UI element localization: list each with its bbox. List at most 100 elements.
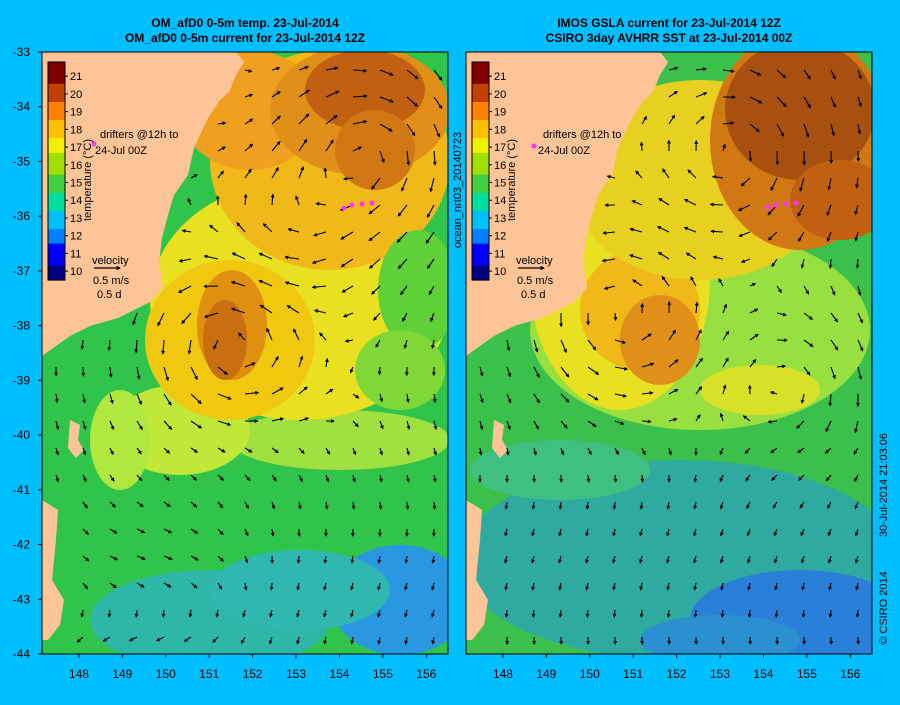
lat-tick-label: -40 xyxy=(13,428,31,442)
current-arrow xyxy=(136,610,137,617)
colorbar-swatch xyxy=(472,66,489,70)
left-drifter-legend-line-1: drifters @12h to xyxy=(100,129,178,141)
colorbar-swatch xyxy=(472,236,489,240)
colorbar-tick-label: 21 xyxy=(494,71,506,83)
current-arrow xyxy=(830,259,831,268)
colorbar-swatch xyxy=(48,262,65,266)
colorbar-swatch xyxy=(472,102,489,106)
current-arrow xyxy=(668,610,669,617)
colorbar-swatch xyxy=(48,182,65,186)
lon-tick-label: 155 xyxy=(797,667,817,681)
right-drifter-legend-icon xyxy=(532,144,537,149)
current-arrow xyxy=(642,421,651,422)
colorbar-swatch xyxy=(472,171,489,175)
colorbar-swatch xyxy=(472,211,489,215)
colorbar-swatch xyxy=(48,95,65,99)
current-arrow xyxy=(271,583,272,590)
current-arrow xyxy=(641,610,642,617)
lon-tick-label: 149 xyxy=(112,667,132,681)
right-map xyxy=(460,30,900,670)
colorbar-swatch xyxy=(48,251,65,255)
colorbar-swatch xyxy=(48,211,65,215)
colorbar-swatch xyxy=(472,178,489,182)
colorbar-swatch xyxy=(472,247,489,251)
lon-tick-label: 155 xyxy=(373,667,393,681)
colorbar-swatch xyxy=(48,73,65,77)
colorbar-swatch xyxy=(472,175,489,179)
current-arrow xyxy=(711,231,723,232)
colorbar-swatch xyxy=(48,102,65,106)
colorbar-swatch xyxy=(472,84,489,88)
side-timestamp: 30-Jul-2014 21:03:06 xyxy=(878,433,890,537)
colorbar-swatch xyxy=(472,127,489,131)
lon-tick-label: 149 xyxy=(536,667,556,681)
lon-tick-label: 156 xyxy=(416,667,436,681)
right-title-line-2: CSIRO 3day AVHRR SST at 23-Jul-2014 00Z xyxy=(546,31,793,45)
colorbar-swatch xyxy=(48,69,65,73)
right-panel: IMOS GSLA current for 23-Jul-2014 12Z CS… xyxy=(460,16,900,681)
colorbar-tick-label: 17 xyxy=(70,142,82,154)
colorbar-swatch xyxy=(48,149,65,153)
colorbar-swatch xyxy=(472,113,489,117)
colorbar-tick-label: 16 xyxy=(70,160,82,172)
colorbar-swatch xyxy=(472,269,489,273)
current-arrow xyxy=(298,556,299,563)
colorbar-swatch xyxy=(48,117,65,121)
current-arrow xyxy=(379,367,380,375)
colorbar-swatch xyxy=(48,229,65,233)
colorbar-tick-label: 10 xyxy=(70,266,82,278)
colorbar-tick-label: 11 xyxy=(494,248,505,260)
lon-tick-label: 150 xyxy=(580,667,600,681)
colorbar-swatch xyxy=(472,196,489,200)
colorbar-swatch xyxy=(472,149,489,153)
current-arrow xyxy=(857,259,858,268)
colorbar-swatch xyxy=(48,167,65,171)
colorbar-swatch xyxy=(48,124,65,128)
current-arrow xyxy=(830,610,831,617)
current-arrow xyxy=(722,610,723,617)
left-drifter-legend-line-2: 24-Jul 00Z xyxy=(95,145,147,157)
colorbar-swatch xyxy=(472,229,489,233)
current-arrow xyxy=(642,475,643,482)
colorbar-swatch xyxy=(48,193,65,197)
colorbar-swatch xyxy=(48,186,65,190)
colorbar-swatch xyxy=(472,153,489,157)
colorbar-swatch xyxy=(472,69,489,73)
colorbar-swatch xyxy=(472,251,489,255)
colorbar-swatch xyxy=(472,156,489,160)
colorbar-swatch xyxy=(472,164,489,168)
right-velocity-speed: 0.5 m/s xyxy=(517,275,554,287)
colorbar-swatch xyxy=(472,218,489,222)
colorbar-swatch xyxy=(48,127,65,131)
lat-tick-label: -38 xyxy=(13,319,31,333)
colorbar-swatch xyxy=(48,87,65,91)
lat-tick-label: -43 xyxy=(13,592,31,606)
colorbar-tick-label: 20 xyxy=(494,89,506,101)
colorbar-swatch xyxy=(472,146,489,150)
current-arrow xyxy=(587,610,588,617)
left-panel: OM_afD0 0-5m temp. 23-Jul-2014 OM_afD0 0… xyxy=(13,16,470,681)
colorbar-tick-label: 10 xyxy=(494,266,506,278)
colorbar-tick-label: 21 xyxy=(70,71,82,83)
colorbar-swatch xyxy=(472,138,489,142)
colorbar-swatch xyxy=(472,124,489,128)
colorbar-swatch xyxy=(48,120,65,124)
colorbar-swatch xyxy=(472,265,489,269)
colorbar-swatch xyxy=(472,226,489,230)
colorbar-swatch xyxy=(48,98,65,102)
colorbar-tick-label: 15 xyxy=(70,178,82,190)
side-run-label: ocean_nrt03_20140723 xyxy=(452,132,464,248)
colorbar-swatch xyxy=(472,273,489,277)
colorbar-swatch xyxy=(48,226,65,230)
current-arrow xyxy=(641,142,642,151)
left-title-line-2: OM_afD0 0-5m current for 23-Jul-2014 12Z xyxy=(125,31,365,45)
colorbar-swatch xyxy=(48,233,65,237)
colorbar-swatch xyxy=(472,62,489,66)
right-colorbar-label: temperature (°C) xyxy=(506,139,518,221)
lon-tick-label: 154 xyxy=(329,667,349,681)
left-velocity-speed: 0.5 m/s xyxy=(93,275,130,287)
